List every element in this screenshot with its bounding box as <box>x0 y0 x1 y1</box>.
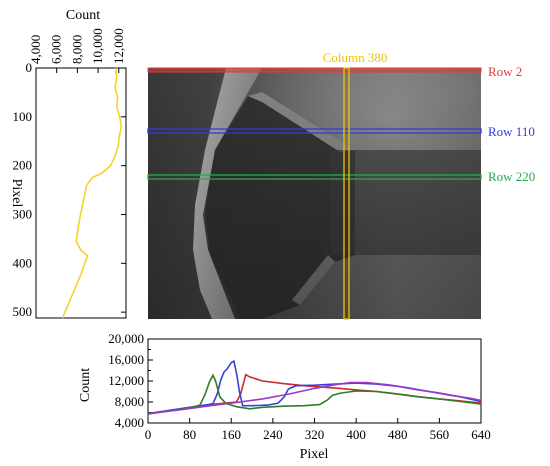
bottom-x-tick-label: 160 <box>222 427 242 442</box>
bottom-x-tick-label: 0 <box>145 427 152 442</box>
left-profile-line <box>62 67 123 319</box>
bottom-x-tick-label: 640 <box>471 427 491 442</box>
bottom-y-tick-label: 8,000 <box>115 394 144 409</box>
bottom-y-tick-label: 4,000 <box>115 415 144 430</box>
left-x-tick-label: 8,000 <box>69 35 84 64</box>
row-2-label: Row 2 <box>488 64 522 79</box>
series-line-column-380 <box>147 381 482 415</box>
left-y-tick-label: 100 <box>13 109 33 124</box>
left-plot-frame <box>35 67 127 319</box>
series-line-row-220 <box>147 373 482 415</box>
bottom-x-tick-label: 320 <box>305 427 325 442</box>
column-380-band <box>343 67 350 320</box>
left-y-tick-label: 200 <box>13 158 33 173</box>
bottom-x-tick-label: 560 <box>430 427 450 442</box>
column-380-label: Column 380 <box>323 50 388 65</box>
bottom-x-tick-label: 80 <box>183 427 196 442</box>
left-y-tick-label: 500 <box>13 304 33 319</box>
grayscale-image <box>148 68 481 319</box>
bottom-x-tick-label: 480 <box>388 427 408 442</box>
row-220-band <box>147 174 482 180</box>
left-profile-chart: Count Pixel 4,000 6,000 8,000 10,000 12,000 0… <box>9 8 127 319</box>
row-2-band <box>147 67 482 73</box>
row-110-label: Row 110 <box>488 124 535 139</box>
bottom-y-tick-label: 12,000 <box>108 373 144 388</box>
left-y-tick-label: 300 <box>13 206 33 221</box>
left-y-tick-label: 0 <box>26 60 33 75</box>
bottom-y-axis-title: Count <box>78 368 93 402</box>
bottom-x-tick-label: 240 <box>263 427 283 442</box>
row-110-band <box>147 128 482 134</box>
bottom-plot-frame <box>147 338 482 424</box>
left-x-tick-label: 10,000 <box>90 28 105 64</box>
left-x-axis-title: Count <box>66 8 100 23</box>
left-y-tick-label: 400 <box>13 255 33 270</box>
left-x-tick-label: 6,000 <box>49 35 64 64</box>
left-y-axis-title: Pixel <box>9 179 24 208</box>
bottom-y-tick-label: 16,000 <box>108 352 144 367</box>
bottom-y-tick-label: 20,000 <box>108 331 144 346</box>
bottom-x-axis-title: Pixel <box>300 447 329 462</box>
bottom-profile-chart: Pixel Count 0 80 160 240 320 400 480 560 640 4,00… <box>78 331 491 462</box>
row-220-label: Row 220 <box>488 169 535 184</box>
left-x-tick-label: 12,000 <box>111 28 126 64</box>
bottom-x-tick-label: 400 <box>346 427 366 442</box>
left-x-tick-label: 4,000 <box>28 35 43 64</box>
